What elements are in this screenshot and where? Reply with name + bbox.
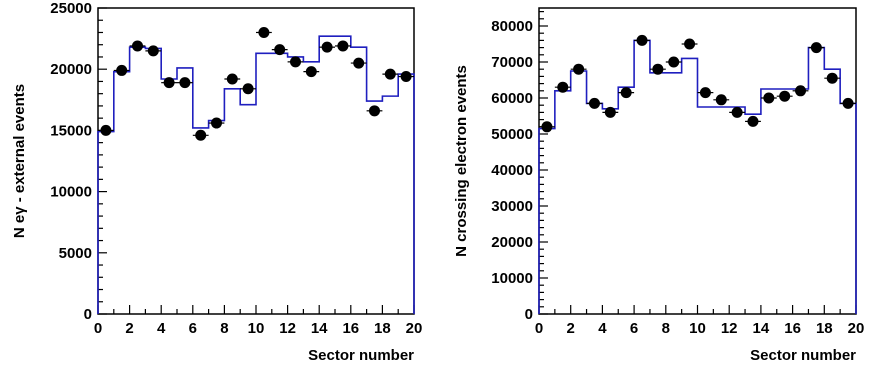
- right-y-tick-label: 80000: [491, 18, 533, 35]
- left-y-tick-label: 5000: [59, 245, 92, 262]
- right-data-points: [539, 34, 856, 133]
- left-data-point: [305, 66, 317, 78]
- right-data-point: [731, 106, 743, 118]
- right-data-point: [541, 121, 553, 133]
- left-histogram: [97, 35, 415, 314]
- right-y-tick-label: 20000: [491, 234, 533, 251]
- right-data-point: [699, 87, 711, 99]
- left-data-point: [211, 117, 222, 129]
- left-y-axis-title: N eγ - external events: [11, 84, 28, 238]
- right-data-point: [604, 106, 616, 118]
- right-x-tick-label: 12: [721, 320, 738, 337]
- left-data-point: [258, 26, 270, 38]
- left-data-point: [290, 56, 301, 68]
- right-y-tick-label: 40000: [491, 162, 533, 179]
- left-data-point: [274, 44, 286, 56]
- right-data-point: [636, 34, 648, 46]
- left-data-point: [100, 124, 112, 136]
- right-y-tick-label: 30000: [491, 198, 533, 215]
- right-data-point: [747, 115, 759, 127]
- left-data-points: [98, 26, 414, 141]
- left-x-axis-title: Sector number: [308, 347, 414, 364]
- left-data-point: [226, 73, 238, 85]
- right-x-tick-label: 14: [753, 320, 770, 337]
- right-histogram-line: [538, 39, 857, 314]
- left-x-tick-label: 6: [189, 320, 197, 337]
- right-data-point: [684, 38, 696, 50]
- left-x-tick-label: 10: [248, 320, 265, 337]
- left-y-tick-label: 25000: [50, 0, 92, 17]
- right-x-tick-label: 18: [816, 320, 833, 337]
- right-histogram: [538, 39, 857, 314]
- right-x-tick-label: 8: [662, 320, 670, 337]
- right-data-point: [826, 72, 838, 84]
- left-data-point: [369, 105, 380, 117]
- left-x-tick-label: 0: [94, 320, 102, 337]
- right-y-tick-label: 10000: [491, 270, 533, 287]
- left-x-tick-label: 12: [279, 320, 296, 337]
- right-data-point: [588, 97, 600, 109]
- left-data-point: [337, 40, 349, 52]
- left-data-point: [147, 45, 159, 57]
- left-y-tick-label: 0: [84, 306, 92, 323]
- right-data-point: [763, 92, 775, 104]
- right-tick-labels: 0 2 4 6 8 10 12 14 16 18 20 0 10000 20000 30000 40000 50…: [491, 18, 864, 337]
- right-y-tick-label: 0: [525, 306, 533, 323]
- left-x-tick-label: 16: [342, 320, 359, 337]
- left-data-point: [179, 77, 191, 89]
- left-data-point: [384, 68, 396, 80]
- right-x-tick-label: 0: [535, 320, 543, 337]
- left-x-tick-label: 20: [406, 320, 423, 337]
- right-data-point: [779, 90, 791, 102]
- left-data-point: [163, 77, 175, 89]
- right-data-point: [620, 87, 632, 99]
- left-data-point: [321, 41, 333, 53]
- left-y-tick-label: 20000: [50, 61, 92, 78]
- left-x-tick-label: 14: [311, 320, 328, 337]
- right-data-point: [668, 56, 680, 68]
- right-y-tick-label: 50000: [491, 126, 533, 143]
- right-chart-panel: 0 2 4 6 8 10 12 14 16 18 20 0 10000 20000 30000 40000 50…: [453, 7, 864, 364]
- right-data-point: [715, 94, 727, 106]
- left-data-point: [242, 83, 254, 95]
- left-tick-labels: 0 2 4 6 8 10 12 14 16 18 20 0 5000 10000 15000 20000 250…: [50, 0, 422, 337]
- right-x-tick-label: 6: [630, 320, 638, 337]
- left-data-point: [400, 71, 412, 83]
- right-x-axis-title: Sector number: [750, 347, 856, 364]
- right-x-tick-label: 2: [567, 320, 575, 337]
- left-x-tick-label: 18: [374, 320, 391, 337]
- right-y-tick-label: 70000: [491, 54, 533, 71]
- right-x-tick-label: 10: [689, 320, 706, 337]
- left-histogram-line: [97, 35, 415, 314]
- left-y-tick-label: 10000: [50, 184, 92, 201]
- right-x-tick-label: 16: [784, 320, 801, 337]
- left-chart-panel: 0 2 4 6 8 10 12 14 16 18 20 0 5000 10000 15000 20000 250…: [11, 0, 422, 364]
- left-x-tick-label: 2: [125, 320, 133, 337]
- right-x-tick-label: 20: [848, 320, 865, 337]
- left-y-tick-label: 15000: [50, 122, 92, 139]
- right-data-point: [652, 63, 664, 75]
- right-x-tick-label: 4: [598, 320, 607, 337]
- left-data-point: [195, 129, 207, 141]
- right-data-point: [557, 81, 569, 93]
- left-data-point: [116, 64, 128, 76]
- right-data-point: [842, 97, 854, 109]
- right-y-axis-title: N crossing electron events: [453, 65, 470, 257]
- right-y-tick-label: 60000: [491, 90, 533, 107]
- left-data-point: [353, 57, 365, 69]
- left-x-tick-label: 8: [220, 320, 228, 337]
- right-data-point: [810, 42, 822, 54]
- right-data-point: [573, 63, 585, 75]
- right-data-point: [795, 85, 807, 97]
- left-data-point: [132, 40, 143, 52]
- left-x-tick-label: 4: [157, 320, 166, 337]
